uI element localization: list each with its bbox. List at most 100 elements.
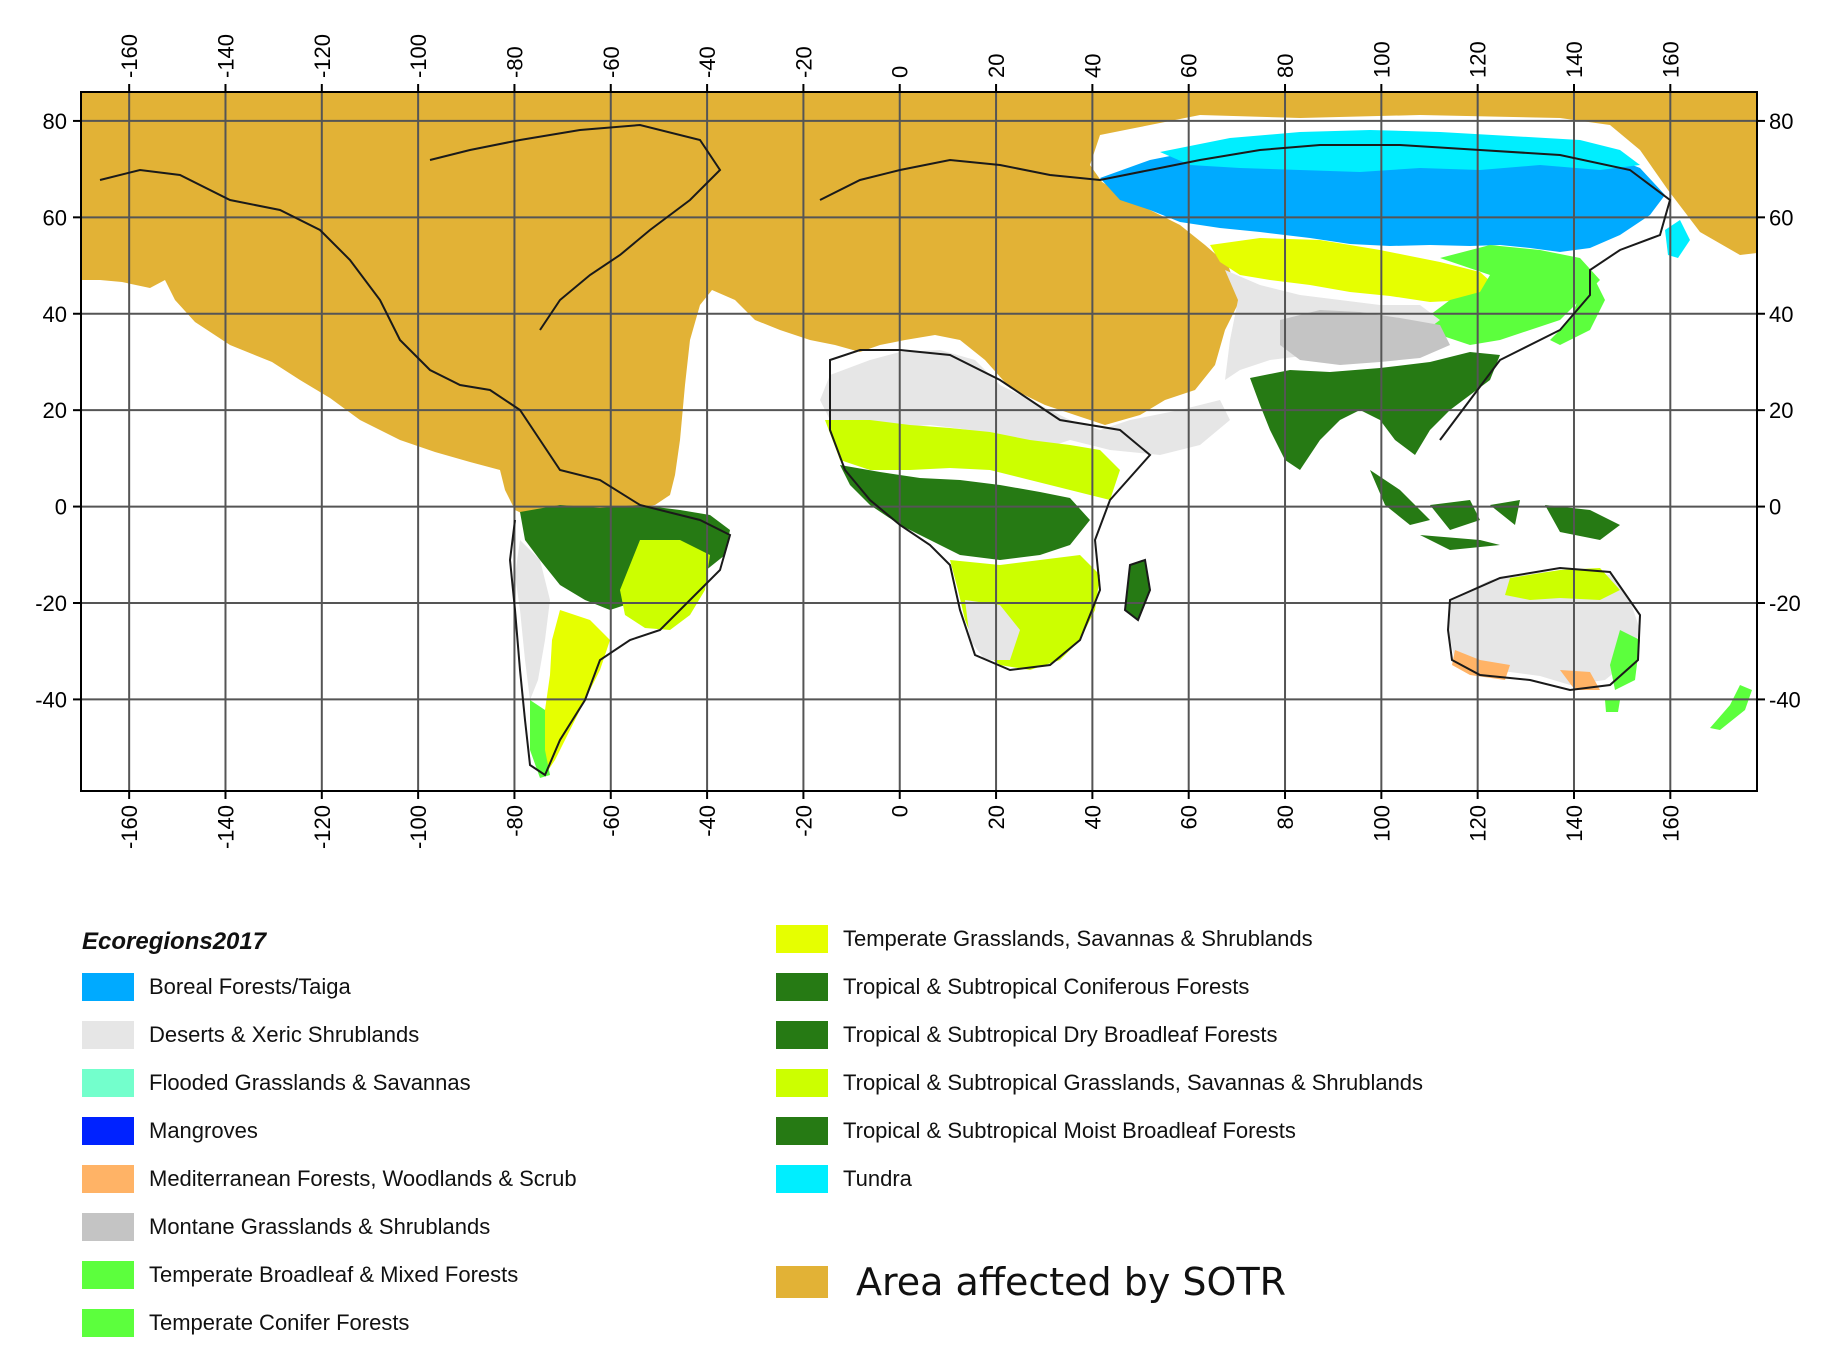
bottom-longitude-label: -160 — [117, 805, 142, 849]
right-latitude-labels: 80 60 40 20 0 -20 -40 — [1769, 109, 1801, 712]
top-longitude-label: 120 — [1466, 41, 1491, 78]
legend-label: Deserts & Xeric Shrublands — [149, 1022, 420, 1047]
desert-north-africa — [820, 350, 1230, 455]
left-latitude-label: 0 — [55, 495, 67, 520]
legend-label: Flooded Grasslands & Savannas — [149, 1070, 471, 1095]
legend-swatch — [82, 1021, 134, 1049]
tick-marks — [73, 84, 1765, 799]
legend-item-tropical-coniferous: Tropical & Subtropical Coniferous Forest… — [776, 973, 1249, 1001]
legend-swatch — [82, 1069, 134, 1097]
legend-swatch — [82, 1261, 134, 1289]
legend-label: Mangroves — [149, 1118, 258, 1143]
left-latitude-label: 20 — [43, 398, 67, 423]
bottom-longitude-label: 60 — [1177, 805, 1202, 829]
top-longitude-label: -60 — [599, 46, 624, 78]
legend-label: Tropical & Subtropical Moist Broadleaf F… — [843, 1118, 1296, 1143]
bottom-longitude-label: 40 — [1080, 805, 1105, 829]
top-longitude-label: -140 — [213, 34, 238, 78]
legend-label: Tropical & Subtropical Coniferous Forest… — [843, 974, 1250, 999]
indonesia-islands — [1370, 470, 1620, 550]
right-latitude-label: 40 — [1769, 302, 1793, 327]
patagonia-forest — [530, 700, 550, 778]
right-latitude-label: 80 — [1769, 109, 1793, 134]
montane-tibet — [1280, 310, 1450, 365]
bottom-longitude-label: -140 — [213, 805, 238, 849]
top-longitude-labels: -160 -140 -120 -100 -80 -60 -40 -20 0 20 40 60 80 100… — [117, 34, 1683, 78]
legend-swatch — [776, 1021, 828, 1049]
legend-item-tropical-moist: Tropical & Subtropical Moist Broadleaf F… — [776, 1117, 1296, 1145]
legend-label: Tropical & Subtropical Grasslands, Savan… — [843, 1070, 1424, 1095]
top-longitude-label: -20 — [791, 46, 816, 78]
legend-swatch — [776, 1117, 828, 1145]
bottom-longitude-label: -120 — [310, 805, 335, 849]
left-latitude-label: 80 — [43, 109, 67, 134]
south-america-south — [540, 610, 610, 775]
bottom-longitude-labels: -160 -140 -120 -100 -80 -60 -40 -20 0 20 40 60 80 100… — [117, 805, 1683, 849]
top-longitude-label: 0 — [888, 66, 913, 78]
legend-item-sotr: Area affected by SOTR — [776, 1260, 1286, 1304]
bottom-longitude-label: 160 — [1658, 805, 1683, 842]
bottom-longitude-label: 140 — [1562, 805, 1587, 842]
top-longitude-label: 100 — [1369, 41, 1394, 78]
top-longitude-label: -40 — [695, 46, 720, 78]
legend-label: Montane Grasslands & Shrublands — [149, 1214, 491, 1239]
legend-item-mediterranean: Mediterranean Forests, Woodlands & Scrub — [82, 1165, 577, 1193]
legend-label: Temperate Conifer Forests — [149, 1310, 410, 1335]
legend-item-flooded: Flooded Grasslands & Savannas — [82, 1069, 471, 1097]
legend-swatch — [82, 1309, 134, 1337]
map-area — [81, 92, 1757, 791]
left-latitude-label: -20 — [35, 591, 67, 616]
legend-label: Tropical & Subtropical Dry Broadleaf For… — [843, 1022, 1278, 1047]
legend-item-mangroves: Mangroves — [82, 1117, 258, 1145]
top-longitude-label: 40 — [1080, 54, 1105, 78]
right-latitude-label: -20 — [1769, 591, 1801, 616]
tundra-region — [1160, 130, 1640, 172]
right-latitude-label: -40 — [1769, 687, 1801, 712]
legend-label: Area affected by SOTR — [856, 1260, 1287, 1304]
legend-label: Mediterranean Forests, Woodlands & Scrub — [149, 1166, 577, 1191]
legend-swatch — [82, 1213, 134, 1241]
japan — [1550, 280, 1605, 345]
andes-desert — [515, 540, 550, 700]
bottom-longitude-label: 100 — [1369, 805, 1394, 842]
left-latitude-label: -40 — [35, 687, 67, 712]
legend-title: Ecoregions2017 — [82, 928, 267, 955]
legend-swatch — [776, 1165, 828, 1193]
legend-swatch — [776, 973, 828, 1001]
left-latitude-label: 40 — [43, 302, 67, 327]
new-zealand — [1710, 685, 1752, 730]
bottom-longitude-label: -100 — [406, 805, 431, 849]
legend-label: Tundra — [843, 1166, 912, 1191]
right-latitude-label: 0 — [1769, 495, 1781, 520]
legend-swatch — [82, 1165, 134, 1193]
bottom-longitude-label: 20 — [984, 805, 1009, 829]
top-longitude-label: 20 — [984, 54, 1009, 78]
brazil-savanna — [620, 540, 710, 630]
bottom-longitude-label: -20 — [791, 805, 816, 837]
legend-swatch — [82, 973, 134, 1001]
legend-item-temperate-grasslands: Temperate Grasslands, Savannas & Shrubla… — [776, 925, 1313, 953]
legend-item-temperate-broadleaf: Temperate Broadleaf & Mixed Forests — [82, 1261, 518, 1289]
legend-label: Temperate Broadleaf & Mixed Forests — [149, 1262, 519, 1287]
legend-item-tropical-grasslands: Tropical & Subtropical Grasslands, Savan… — [776, 1069, 1423, 1097]
australia-east-forest — [1610, 630, 1640, 690]
legend-item-tundra: Tundra — [776, 1165, 912, 1193]
legend-item-temperate-conifer: Temperate Conifer Forests — [82, 1309, 409, 1337]
sotr-area — [81, 92, 1757, 522]
legend-item-deserts: Deserts & Xeric Shrublands — [82, 1021, 419, 1049]
legend-label: Boreal Forests/Taiga — [149, 974, 351, 999]
bottom-longitude-label: 120 — [1466, 805, 1491, 842]
legend-swatch — [776, 1266, 828, 1298]
legend-swatch — [82, 1117, 134, 1145]
top-longitude-label: -120 — [310, 34, 335, 78]
top-longitude-label: -80 — [502, 46, 527, 78]
legend-swatch — [776, 925, 828, 953]
legend-item-tropical-dry: Tropical & Subtropical Dry Broadleaf For… — [776, 1021, 1277, 1049]
tasmania — [1605, 700, 1620, 712]
temperate-forest-eastasia — [1430, 245, 1600, 345]
temperate-grassland-asia — [1210, 238, 1500, 302]
right-latitude-label: 60 — [1769, 205, 1793, 230]
australia-mediterranean — [1452, 650, 1600, 690]
